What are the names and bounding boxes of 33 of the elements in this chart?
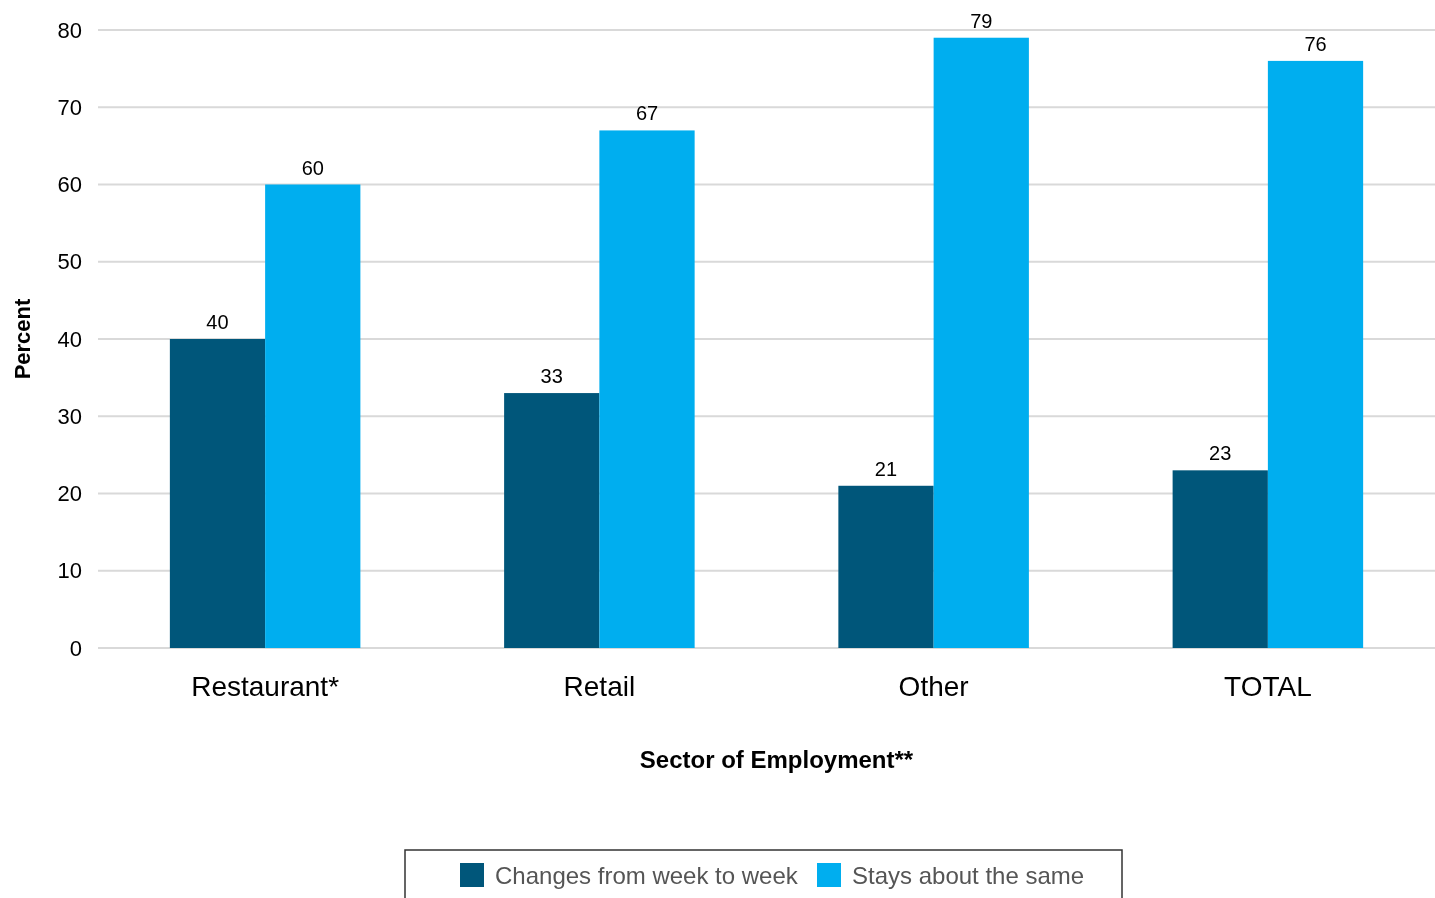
y-tick-label: 0 (69, 635, 82, 661)
bar (933, 37, 1029, 648)
y-axis-title: Percent (10, 297, 35, 380)
data-label: 33 (540, 365, 563, 388)
data-label: 79 (970, 9, 993, 32)
y-tick-label: 80 (57, 17, 82, 43)
y-tick-label: 20 (57, 481, 82, 507)
y-tick-label: 50 (57, 249, 82, 275)
bar (504, 393, 600, 648)
data-label: 67 (635, 102, 659, 125)
x-axis-title: Sector of Employment** (639, 746, 914, 773)
data-label: 76 (1304, 32, 1327, 55)
y-tick-label: 40 (57, 326, 82, 352)
y-tick-label: 30 (57, 403, 82, 429)
x-tick-label: Restaurant* (191, 671, 340, 702)
legend-label: Changes from week to week (495, 862, 799, 890)
bar (599, 130, 695, 648)
data-label: 60 (301, 156, 324, 179)
bar (265, 184, 361, 648)
bar (1172, 470, 1268, 648)
y-tick-label: 60 (57, 172, 82, 198)
data-label: 21 (874, 457, 898, 480)
x-tick-label: Other (898, 671, 969, 702)
legend-label: Stays about the same (852, 862, 1085, 890)
y-tick-label: 10 (57, 558, 82, 584)
x-tick-label: TOTAL (1224, 671, 1312, 702)
bar (169, 339, 266, 648)
y-tick-label: 70 (57, 94, 82, 120)
data-label: 23 (1209, 442, 1232, 465)
bar (1267, 60, 1364, 648)
bar (838, 485, 934, 648)
data-label: 40 (206, 311, 229, 333)
x-tick-label: Retail (563, 671, 636, 702)
